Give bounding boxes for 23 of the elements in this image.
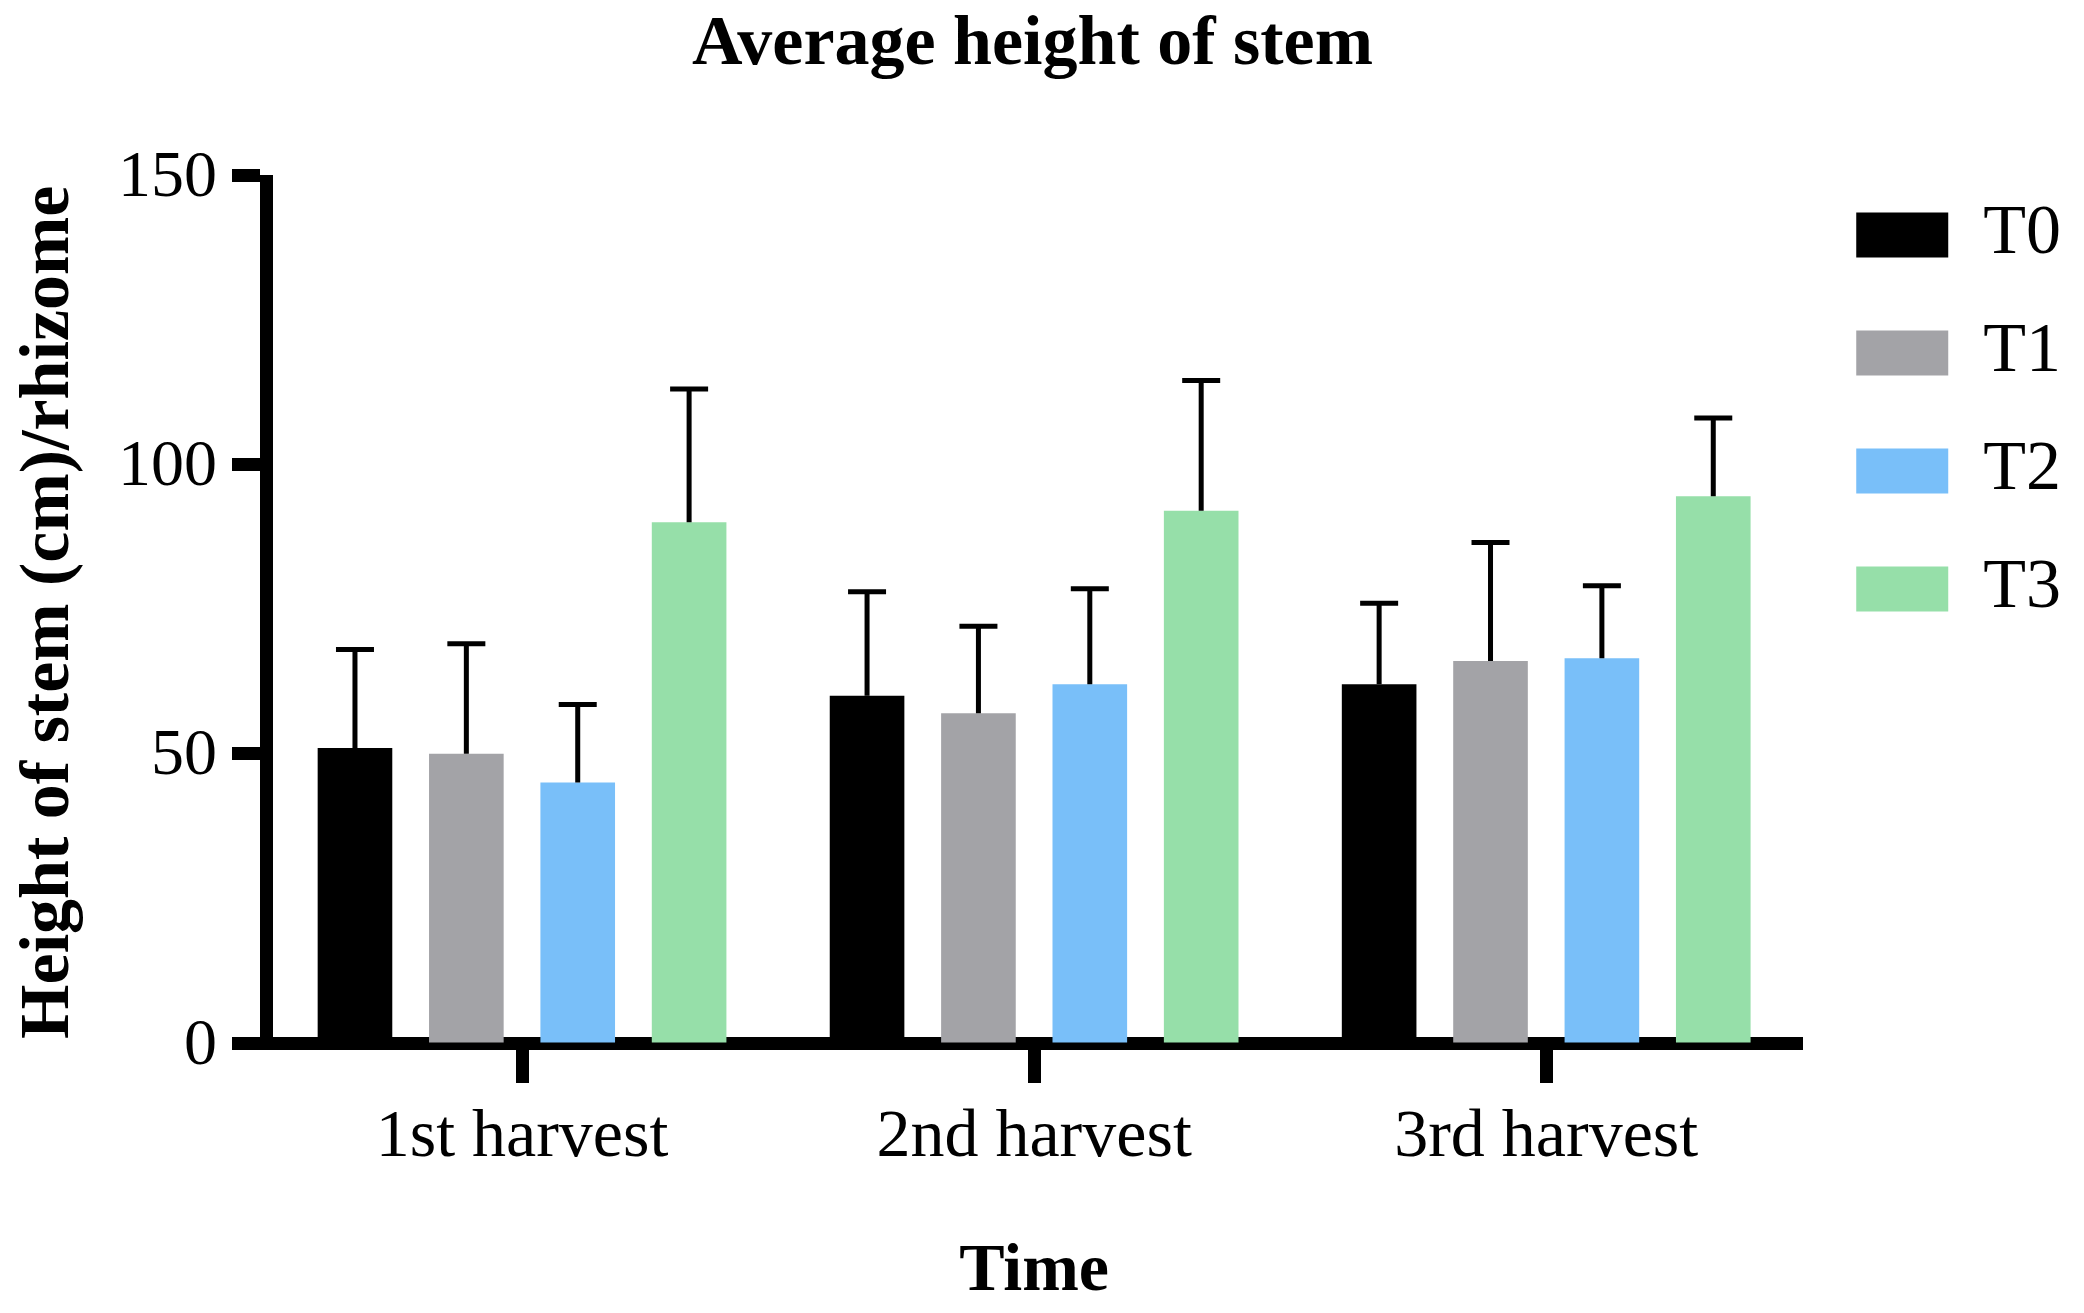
bar (1675, 496, 1751, 1043)
x-axis-title: Time (959, 1228, 1110, 1305)
legend-label: T1 (1983, 309, 2062, 387)
bar (941, 713, 1016, 1043)
x-tick-label: 3rd harvest (1394, 1094, 1699, 1171)
bar (1564, 658, 1640, 1043)
bar (1453, 661, 1528, 1043)
bar (1052, 684, 1128, 1043)
y-tick-label: 100 (118, 426, 217, 500)
y-tick-label: 150 (118, 136, 217, 210)
legend-label: T3 (1983, 545, 2062, 623)
bar (1163, 510, 1239, 1043)
y-tick-label: 50 (151, 715, 217, 789)
legend-label: T0 (1983, 191, 2062, 269)
bar (540, 782, 616, 1043)
x-tick-label: 1st harvest (375, 1094, 669, 1171)
legend-label: T2 (1983, 427, 2062, 505)
bar (651, 522, 727, 1043)
bar (429, 753, 504, 1043)
y-tick-label: 0 (184, 1004, 217, 1078)
y-axis-title: Height of stem (cm)/rhizome (6, 185, 84, 1039)
chart-title: Average height of stem (692, 2, 1373, 80)
x-tick-label: 2nd harvest (876, 1094, 1192, 1171)
